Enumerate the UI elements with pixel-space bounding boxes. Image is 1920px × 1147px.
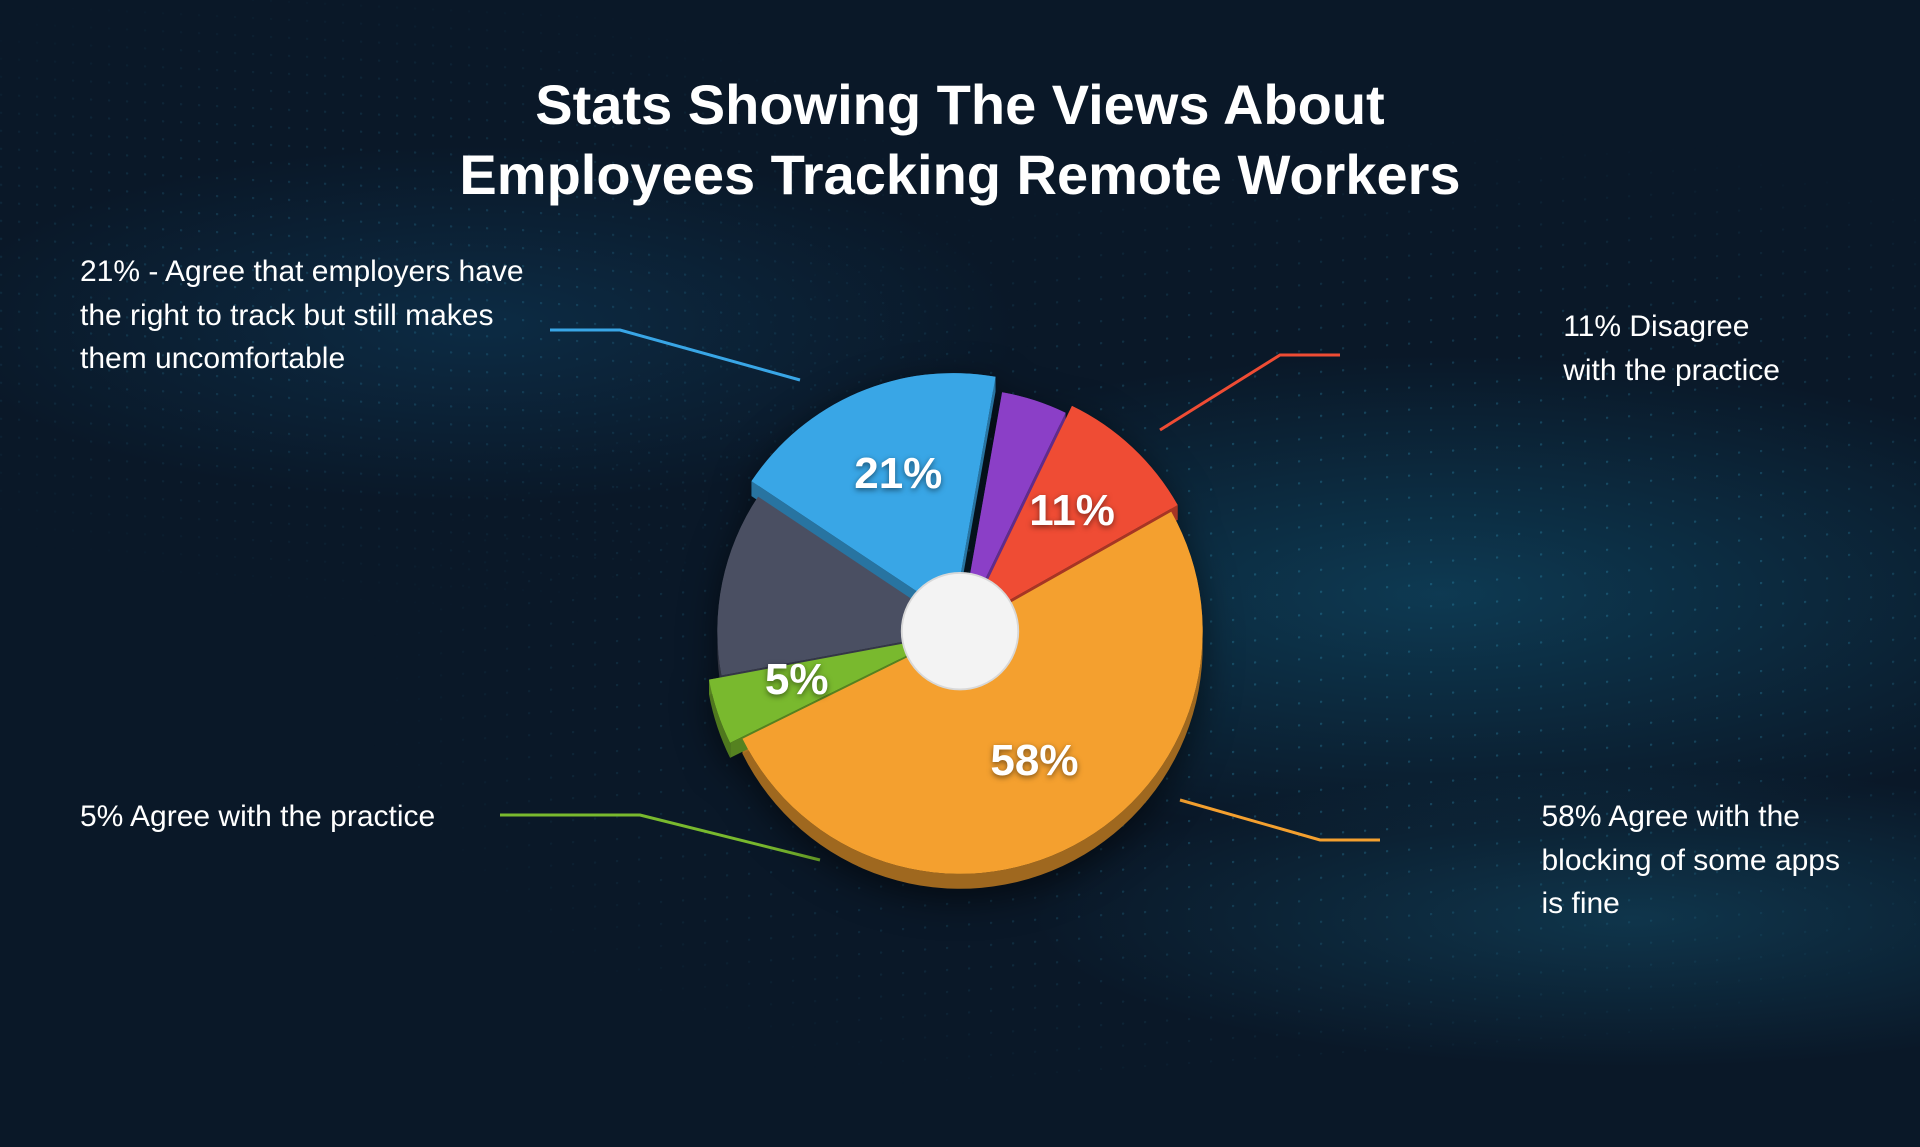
pie-slice-label-red: 11% [1029,487,1115,537]
pie-slice-label-green: 5% [765,655,829,705]
callout-top-right-line1: 11% Disagree [1563,310,1749,343]
infographic-container: Stats Showing The Views About Employees … [0,0,1920,1080]
pie-slice-label-orange: 58% [990,736,1078,786]
pie-slice-label-blue: 21% [854,449,942,499]
callout-bottom-right-line3: is fine [1541,887,1619,920]
callout-top-right: 11% Disagree with the practice [1563,305,1780,392]
pie-center-hole [902,573,1018,689]
callout-top-right-line2: with the practice [1563,354,1780,387]
chart-title: Stats Showing The Views About Employees … [80,70,1840,210]
callout-bottom-left: 5% Agree with the practice [80,795,435,839]
pie-svg [680,351,1240,911]
chart-area: 21% - Agree that employers have the righ… [80,240,1840,1000]
title-line-1: Stats Showing The Views About [535,73,1384,136]
callout-top-left: 21% - Agree that employers have the righ… [80,250,560,381]
callout-bottom-right: 58% Agree with the blocking of some apps… [1541,795,1840,926]
pie-chart: 11% 58% 5% 21% [680,351,1240,911]
title-line-2: Employees Tracking Remote Workers [459,143,1460,206]
callout-bottom-right-line2: blocking of some apps [1541,844,1840,877]
callout-bottom-right-line1: 58% Agree with the [1541,800,1800,833]
